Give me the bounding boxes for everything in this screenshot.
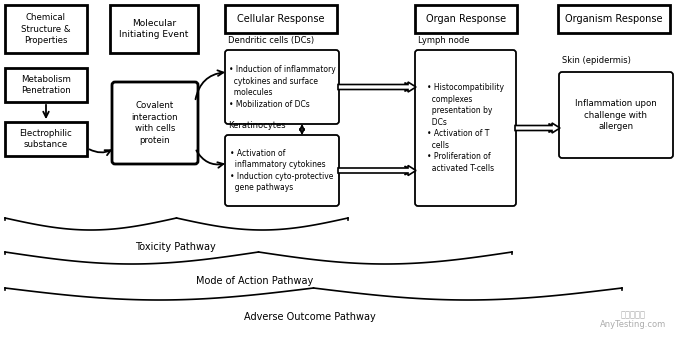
Polygon shape: [338, 82, 416, 92]
FancyBboxPatch shape: [225, 5, 337, 33]
Text: Organism Response: Organism Response: [565, 14, 663, 24]
Text: Covalent
interaction
with cells
protein: Covalent interaction with cells protein: [132, 101, 178, 145]
Text: Skin (epidermis): Skin (epidermis): [562, 56, 631, 65]
Text: • Activation of
  inflammatory cytokines
• Induction cyto-protective
  gene path: • Activation of inflammatory cytokines •…: [231, 149, 334, 192]
Text: • Histocompatibility
  complexes
  presentation by
  DCs
• Activation of T
  cel: • Histocompatibility complexes presentat…: [427, 83, 504, 173]
Text: Metabolism
Penetration: Metabolism Penetration: [21, 75, 71, 95]
FancyBboxPatch shape: [5, 122, 87, 156]
Polygon shape: [515, 123, 560, 133]
FancyBboxPatch shape: [225, 135, 339, 206]
FancyBboxPatch shape: [110, 5, 198, 53]
Text: Chemical
Structure &
Properties: Chemical Structure & Properties: [21, 13, 71, 45]
Text: Adverse Outcome Pathway: Adverse Outcome Pathway: [244, 312, 376, 322]
FancyBboxPatch shape: [415, 5, 517, 33]
Text: Mode of Action Pathway: Mode of Action Pathway: [197, 276, 313, 286]
Text: Toxicity Pathway: Toxicity Pathway: [135, 242, 216, 252]
Text: Molecular
Initiating Event: Molecular Initiating Event: [119, 19, 188, 39]
Text: • Induction of inflammatory
  cytokines and surface
  molecules
• Mobilization o: • Induction of inflammatory cytokines an…: [228, 65, 335, 109]
Text: Keratinocytes: Keratinocytes: [228, 121, 286, 130]
Text: Dendritic cells (DCs): Dendritic cells (DCs): [228, 36, 314, 45]
FancyBboxPatch shape: [415, 50, 516, 206]
FancyBboxPatch shape: [225, 50, 339, 124]
Text: Lymph node: Lymph node: [418, 36, 469, 45]
FancyBboxPatch shape: [5, 5, 87, 53]
FancyBboxPatch shape: [5, 68, 87, 102]
FancyBboxPatch shape: [559, 72, 673, 158]
Text: Organ Response: Organ Response: [426, 14, 506, 24]
Polygon shape: [338, 166, 416, 176]
Text: 嘉峪检测网
AnyTesting.com: 嘉峪检测网 AnyTesting.com: [600, 310, 666, 329]
Text: Inflammation upon
challenge with
allergen: Inflammation upon challenge with allerge…: [575, 99, 657, 131]
Text: Cellular Response: Cellular Response: [237, 14, 325, 24]
Text: Electrophilic
substance: Electrophilic substance: [20, 129, 72, 149]
FancyBboxPatch shape: [558, 5, 670, 33]
FancyBboxPatch shape: [112, 82, 198, 164]
